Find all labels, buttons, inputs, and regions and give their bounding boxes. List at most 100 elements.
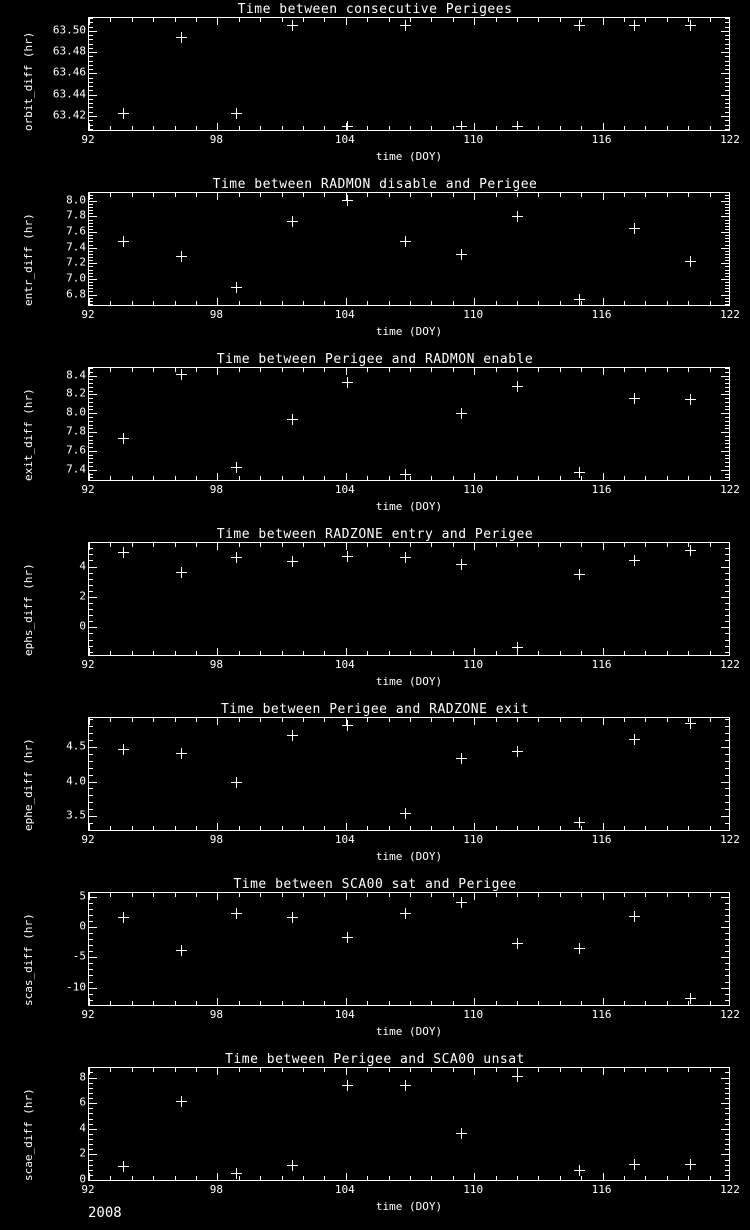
y-tick-left (89, 260, 93, 261)
y-tick-left (89, 31, 97, 32)
x-tick-bottom (153, 301, 154, 305)
y-tick-right (725, 436, 729, 437)
x-axis-title-1: time (DOY) (88, 325, 730, 338)
y-tick-right (725, 417, 729, 418)
y-tick-left (89, 823, 93, 824)
data-point (629, 911, 640, 922)
y-tick-left (89, 436, 93, 437)
x-tick-bottom (217, 648, 218, 655)
data-point (685, 718, 696, 729)
x-tick-bottom (282, 651, 283, 655)
y-tick-label: 63.44 (53, 88, 86, 99)
y-tick-left (89, 1072, 93, 1073)
x-tick-bottom (474, 998, 475, 1005)
y-tick-left (89, 44, 93, 45)
y-tick-left (89, 125, 93, 126)
x-tick-label: 116 (592, 1009, 612, 1021)
x-tick-top (538, 1068, 539, 1072)
y-tick-left (89, 560, 93, 561)
y-tick-right (721, 470, 729, 471)
x-tick-bottom (410, 1176, 411, 1180)
y-tick-right (725, 56, 729, 57)
x-tick-label: 104 (335, 134, 355, 146)
x-tick-bottom (538, 126, 539, 130)
y-tick-left (89, 945, 93, 946)
y-tick-right (725, 421, 729, 422)
x-tick-bottom (710, 651, 711, 655)
y-tick-right (725, 61, 729, 62)
data-point (231, 908, 242, 919)
y-tick-right (725, 425, 729, 426)
data-point (629, 20, 640, 31)
y-tick-left (89, 129, 93, 130)
x-tick-bottom (153, 126, 154, 130)
x-tick-top (303, 1068, 304, 1072)
y-tick-left (89, 597, 97, 598)
y-tick-right (725, 440, 729, 441)
x-tick-bottom (324, 651, 325, 655)
x-tick-bottom (260, 826, 261, 830)
x-tick-bottom (303, 1001, 304, 1005)
x-tick-bottom (260, 301, 261, 305)
y-tick-left (89, 226, 93, 227)
x-tick-top (431, 893, 432, 897)
x-tick-bottom (282, 126, 283, 130)
x-tick-bottom (110, 476, 111, 480)
x-tick-top (153, 1068, 154, 1072)
x-tick-bottom (431, 1176, 432, 1180)
data-point (400, 20, 411, 31)
y-tick-right (725, 579, 729, 580)
y-tick-right (725, 455, 729, 456)
x-tick-bottom (453, 126, 454, 130)
y-tick-left (89, 621, 93, 622)
y-tick-left (89, 470, 97, 471)
x-tick-top (667, 718, 668, 722)
y-tick-left (89, 409, 93, 410)
y-tick-right (725, 210, 729, 211)
x-tick-label: 122 (720, 659, 740, 671)
x-tick-label: 110 (463, 484, 483, 496)
x-tick-top (346, 893, 347, 900)
x-tick-bottom (538, 301, 539, 305)
y-tick-right (725, 391, 729, 392)
x-tick-top (645, 1068, 646, 1072)
y-tick-left (89, 615, 93, 616)
x-tick-top (303, 368, 304, 372)
data-point (176, 32, 187, 43)
y-tick-left (89, 298, 93, 299)
y-tick-label: 8.4 (66, 369, 86, 380)
data-point (629, 393, 640, 404)
y-tick-left (89, 443, 93, 444)
x-tick-top (496, 543, 497, 547)
x-tick-top (474, 718, 475, 725)
x-tick-top (431, 543, 432, 547)
y-tick-left (89, 474, 93, 475)
y-tick-right (725, 241, 729, 242)
x-tick-top (603, 1068, 604, 1075)
y-tick-left (89, 988, 97, 989)
y-tick-left (89, 554, 93, 555)
x-tick-bottom (496, 476, 497, 480)
x-tick-top (474, 368, 475, 375)
y-tick-right (725, 1175, 729, 1176)
y-tick-label: 7.2 (66, 257, 86, 268)
x-tick-top (560, 193, 561, 197)
plot-area-4 (89, 718, 729, 830)
y-tick-left (89, 301, 93, 302)
y-tick-left (89, 368, 93, 369)
y-tick-right (725, 301, 729, 302)
data-point (456, 121, 467, 130)
y-tick-label: 7.8 (66, 210, 86, 221)
x-tick-top (217, 193, 218, 200)
x-tick-label: 92 (81, 484, 94, 496)
x-tick-bottom (389, 651, 390, 655)
y-tick-left (89, 933, 93, 934)
x-tick-bottom (367, 651, 368, 655)
x-tick-bottom (474, 823, 475, 830)
x-tick-top (560, 368, 561, 372)
x-tick-bottom (453, 301, 454, 305)
x-tick-bottom (517, 1176, 518, 1180)
y-tick-label: 4.0 (66, 775, 86, 786)
x-tick-bottom (217, 298, 218, 305)
y-tick-right (725, 39, 729, 40)
